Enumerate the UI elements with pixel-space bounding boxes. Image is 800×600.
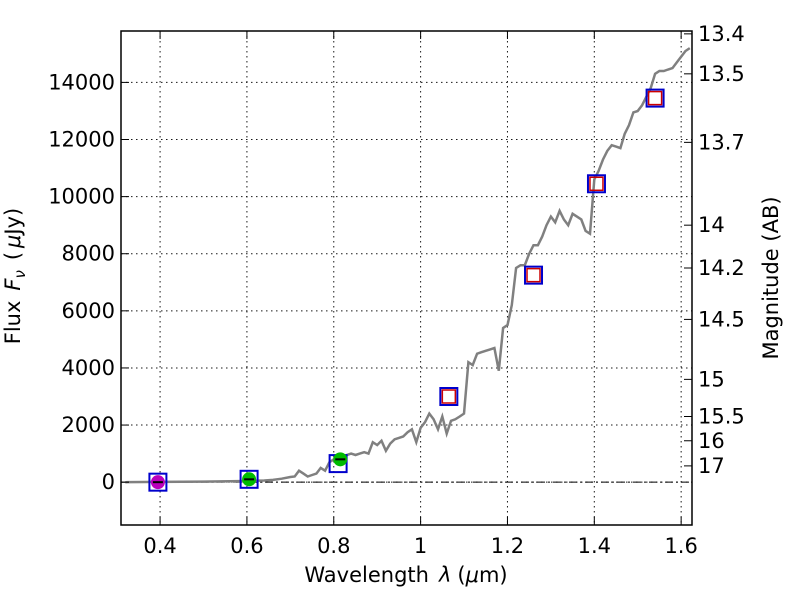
y2-tick-label: 13.7: [698, 130, 745, 154]
y-tick-label: 0: [102, 470, 115, 494]
ticks-layer: 0.4 0.6 0.8 1 1.2 1.4 1.6 0 2000 4000 6000 8000 1000…: [48, 22, 745, 558]
observed-square-red: [441, 389, 457, 404]
y2-tick-label: 17: [698, 454, 725, 478]
y-tick-label: 6000: [62, 299, 115, 323]
y2-tick-label: 14.5: [698, 307, 745, 331]
plot-frame: [120, 30, 693, 526]
x-tick-label: 0.6: [230, 534, 263, 558]
y-tick-label: 4000: [62, 356, 115, 380]
model-square-blue: [148, 472, 168, 492]
y2-tick-label: 13.5: [698, 62, 745, 86]
y2-tick-label: 16: [698, 429, 725, 453]
y2-tick-label: 14: [698, 213, 725, 237]
x-tick-label: 1: [414, 534, 427, 558]
y-axis-label: FluxFν(μJy): [1, 208, 29, 345]
x-tick-label: 1.2: [491, 534, 524, 558]
spectrum-line: [125, 47, 691, 484]
y-tick-label: 2000: [62, 413, 115, 437]
secondary-y-axis-label: Magnitude (AB): [759, 196, 783, 359]
model-square-blue: [239, 469, 259, 489]
y-tick-label: 8000: [62, 242, 115, 266]
observed-square-red: [526, 267, 541, 283]
x-tick-label: 1.4: [578, 534, 611, 558]
markers-layer: [148, 88, 665, 492]
y2-tick-label: 14.2: [698, 256, 745, 280]
model-square-blue: [439, 387, 459, 407]
model-square-blue: [524, 265, 544, 285]
x-tick-label: 0.4: [143, 534, 176, 558]
y2-tick-label: 15.5: [698, 404, 745, 428]
observed-square-red: [647, 90, 663, 106]
x-axis-label: Wavelength λ (μm): [304, 563, 507, 587]
model-square-blue: [586, 174, 606, 194]
y-tick-label: 12000: [48, 128, 115, 152]
model-square-blue: [645, 88, 665, 108]
observed-square-red: [589, 176, 604, 192]
y2-tick-label: 15: [698, 367, 725, 391]
x-tick-label: 0.8: [317, 534, 350, 558]
y2-tick-label: 13.4: [698, 22, 745, 46]
grid-layer: [121, 31, 692, 525]
y-tick-label: 10000: [48, 185, 115, 209]
y-tick-label: 14000: [48, 70, 115, 94]
x-tick-label: 1.6: [664, 534, 697, 558]
